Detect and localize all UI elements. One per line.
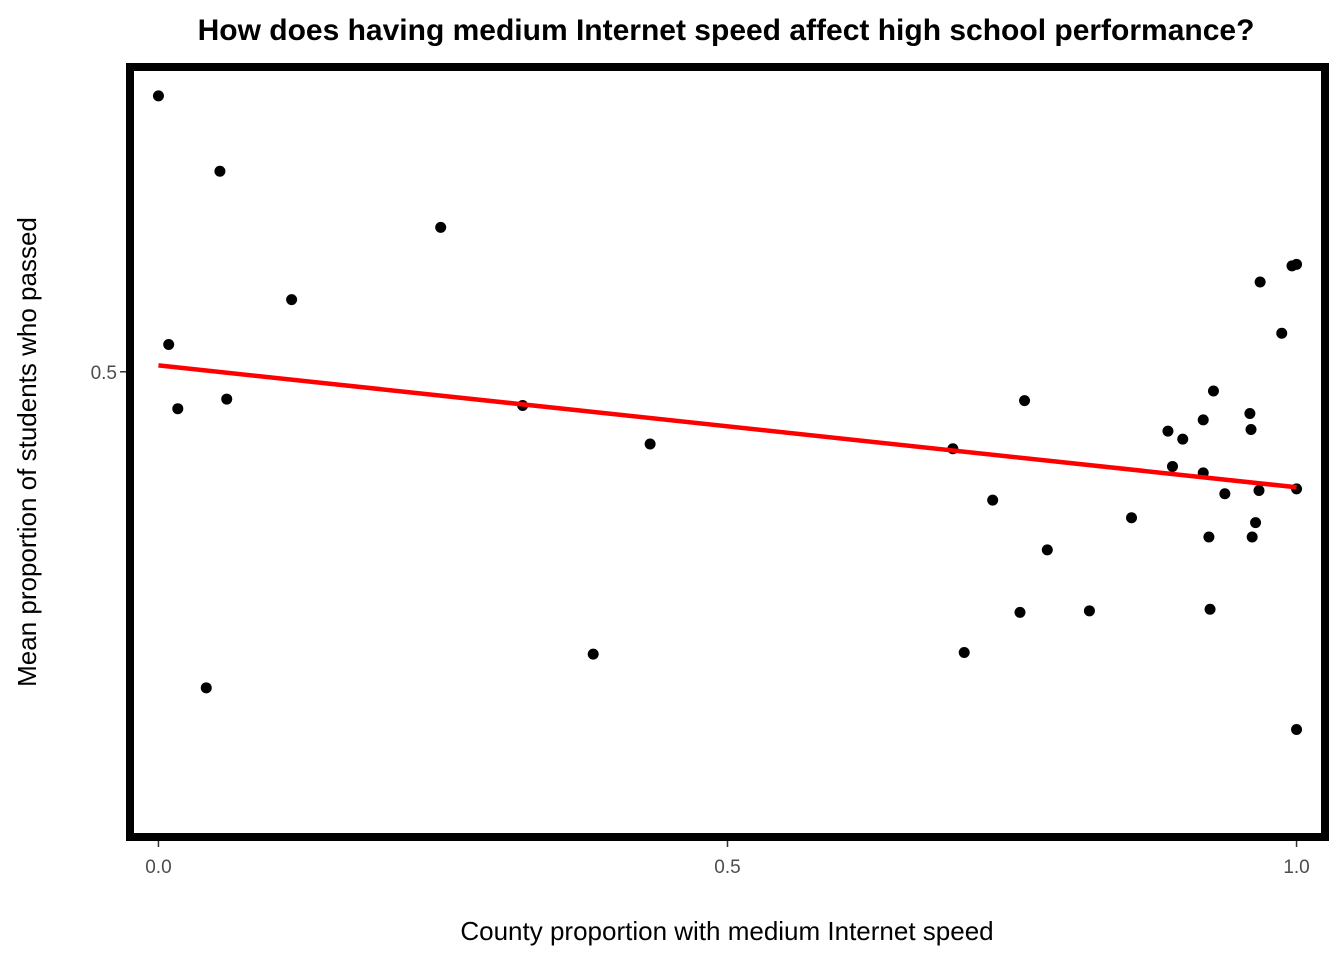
x-axis-ticks: 0.0 0.5 1.0 xyxy=(145,841,1310,878)
data-point xyxy=(1276,327,1288,339)
data-point xyxy=(163,339,175,351)
data-point xyxy=(987,494,999,506)
trend-line-group xyxy=(158,363,1297,490)
data-point xyxy=(435,221,447,233)
plot-panel-border xyxy=(126,63,1329,841)
data-point xyxy=(152,90,164,102)
data-point xyxy=(1244,408,1256,419)
data-point xyxy=(587,648,599,660)
data-point xyxy=(1245,424,1257,436)
data-point xyxy=(1246,531,1258,543)
y-axis-ticks: 0.5 xyxy=(91,363,126,384)
x-tick-label: 0.0 xyxy=(145,857,171,878)
data-point xyxy=(1291,724,1303,736)
chart-title: How does having medium Internet speed af… xyxy=(198,14,1255,47)
data-point xyxy=(221,393,233,405)
data-point xyxy=(1014,606,1026,618)
data-point xyxy=(1219,488,1231,500)
x-axis-label: County proportion with medium Internet s… xyxy=(460,916,993,946)
y-axis-label: Mean proportion of students who passed xyxy=(12,217,42,687)
data-point xyxy=(1166,460,1178,472)
data-point xyxy=(1041,544,1053,556)
data-point xyxy=(1019,395,1031,407)
data-point xyxy=(1177,433,1189,445)
data-points xyxy=(152,90,1303,736)
data-point xyxy=(1204,603,1216,615)
x-tick-label: 0.5 xyxy=(714,857,740,878)
data-point xyxy=(1253,485,1265,496)
data-point xyxy=(1083,605,1095,617)
data-point xyxy=(214,165,226,177)
data-point xyxy=(286,294,298,306)
data-point xyxy=(1162,425,1174,437)
data-point xyxy=(1203,531,1215,543)
data-point xyxy=(1197,414,1209,426)
y-tick-label: 0.5 xyxy=(91,363,117,384)
data-point xyxy=(1250,517,1262,529)
trend-line xyxy=(158,363,1297,490)
data-point xyxy=(958,647,970,659)
x-tick-label: 1.0 xyxy=(1283,857,1309,878)
data-point xyxy=(1291,258,1303,270)
data-point xyxy=(644,438,656,450)
data-point xyxy=(1126,512,1138,524)
data-point xyxy=(172,403,184,415)
data-point xyxy=(1207,385,1219,397)
data-point xyxy=(1254,276,1266,288)
data-point xyxy=(200,682,212,694)
